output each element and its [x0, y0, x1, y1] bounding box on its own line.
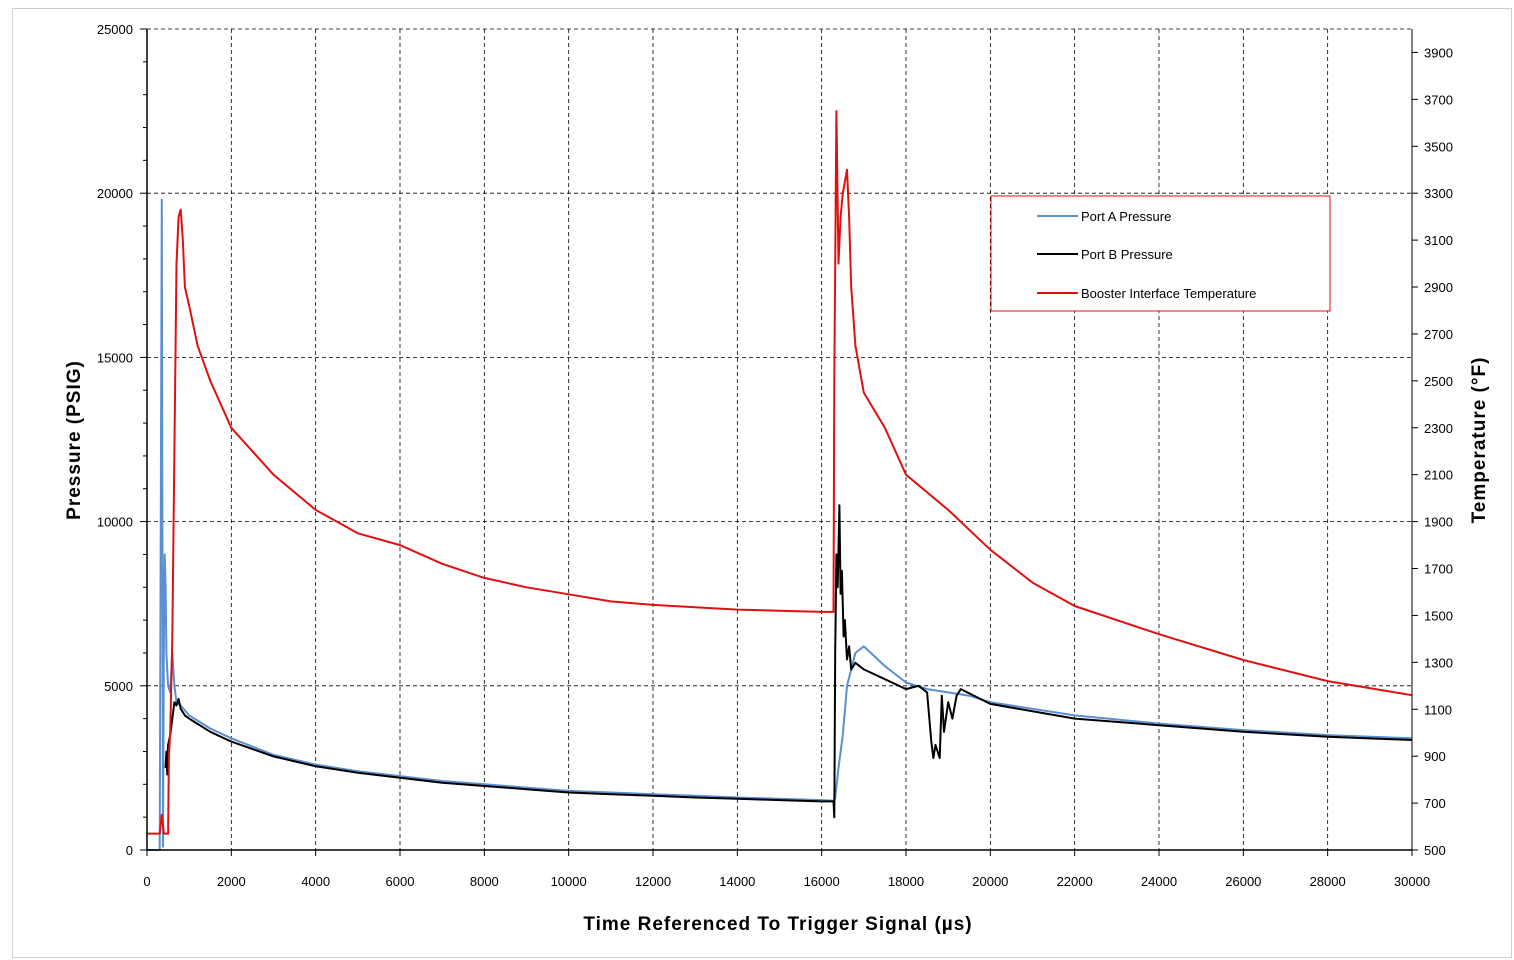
- y2-tick-label: 500: [1424, 843, 1446, 858]
- x-tick-label: 30000: [1394, 874, 1430, 889]
- chart-frame: [12, 8, 1512, 958]
- y2-tick-label: 2500: [1424, 374, 1453, 389]
- y2-tick-label: 3100: [1424, 233, 1453, 248]
- x-tick-label: 22000: [1057, 874, 1093, 889]
- x-tick-label: 14000: [719, 874, 755, 889]
- y2-tick-label: 1100: [1424, 702, 1452, 717]
- x-tick-label: 20000: [972, 874, 1008, 889]
- x-tick-label: 12000: [635, 874, 671, 889]
- series-line-port-a-pressure: [147, 198, 1413, 851]
- y2-tick-label: 3300: [1424, 186, 1453, 201]
- y2-tick-label: 1500: [1424, 608, 1453, 623]
- x-tick-label: 0: [143, 874, 150, 889]
- y2-tick-label: 900: [1424, 749, 1446, 764]
- y2-tick-label: 2700: [1424, 327, 1453, 342]
- tick-labels: 0 2000 4000 6000 8000 10000 12000 14000 16000 180…: [97, 22, 1453, 889]
- x-tick-label: 28000: [1310, 874, 1346, 889]
- x-tick-label: 4000: [301, 874, 330, 889]
- legend-label-temperature: Booster Interface Temperature: [1081, 286, 1256, 301]
- x-tick-label: 18000: [888, 874, 924, 889]
- legend-label-port-a: Port A Pressure: [1081, 209, 1171, 224]
- y2-tick-label: 2300: [1424, 421, 1453, 436]
- series-layer: [147, 110, 1413, 851]
- y-tick-label: 0: [126, 843, 133, 858]
- y2-tick-label: 2100: [1424, 468, 1453, 483]
- y2-tick-label: 3500: [1424, 139, 1453, 154]
- y2-tick-label: 3700: [1424, 92, 1453, 107]
- y-tick-label: 20000: [97, 186, 133, 201]
- y2-tick-label: 1300: [1424, 655, 1453, 670]
- x-tick-label: 8000: [470, 874, 499, 889]
- x-tick-label: 16000: [804, 874, 840, 889]
- axes-layer: [140, 28, 1418, 856]
- legend: Port A Pressure Port B Pressure Booster …: [990, 195, 1331, 312]
- y-tick-label: 25000: [97, 22, 133, 37]
- series-line-port-b-pressure: [164, 504, 1413, 819]
- x-tick-label: 6000: [386, 874, 415, 889]
- y2-axis-title: Temperature (°F): [1469, 357, 1490, 524]
- legend-label-port-b: Port B Pressure: [1081, 247, 1173, 262]
- y2-tick-label: 3900: [1424, 45, 1453, 60]
- series-line-booster-interface-temperature: [147, 110, 1413, 835]
- y2-tick-label: 1900: [1424, 515, 1453, 530]
- x-tick-label: 10000: [551, 874, 587, 889]
- x-axis-title: Time Referenced To Trigger Signal (µs): [583, 914, 972, 935]
- y2-tick-label: 1700: [1424, 562, 1453, 577]
- x-tick-label: 2000: [217, 874, 246, 889]
- y-tick-label: 10000: [97, 515, 133, 530]
- grid-lines: [147, 28, 1413, 850]
- y-axis-title: Pressure (PSIG): [64, 360, 85, 520]
- x-tick-label: 24000: [1141, 874, 1177, 889]
- y2-tick-label: 700: [1424, 796, 1446, 811]
- y-tick-label: 5000: [104, 679, 133, 694]
- x-tick-label: 26000: [1225, 874, 1261, 889]
- y-tick-label: 15000: [97, 350, 133, 365]
- y2-tick-label: 2900: [1424, 280, 1453, 295]
